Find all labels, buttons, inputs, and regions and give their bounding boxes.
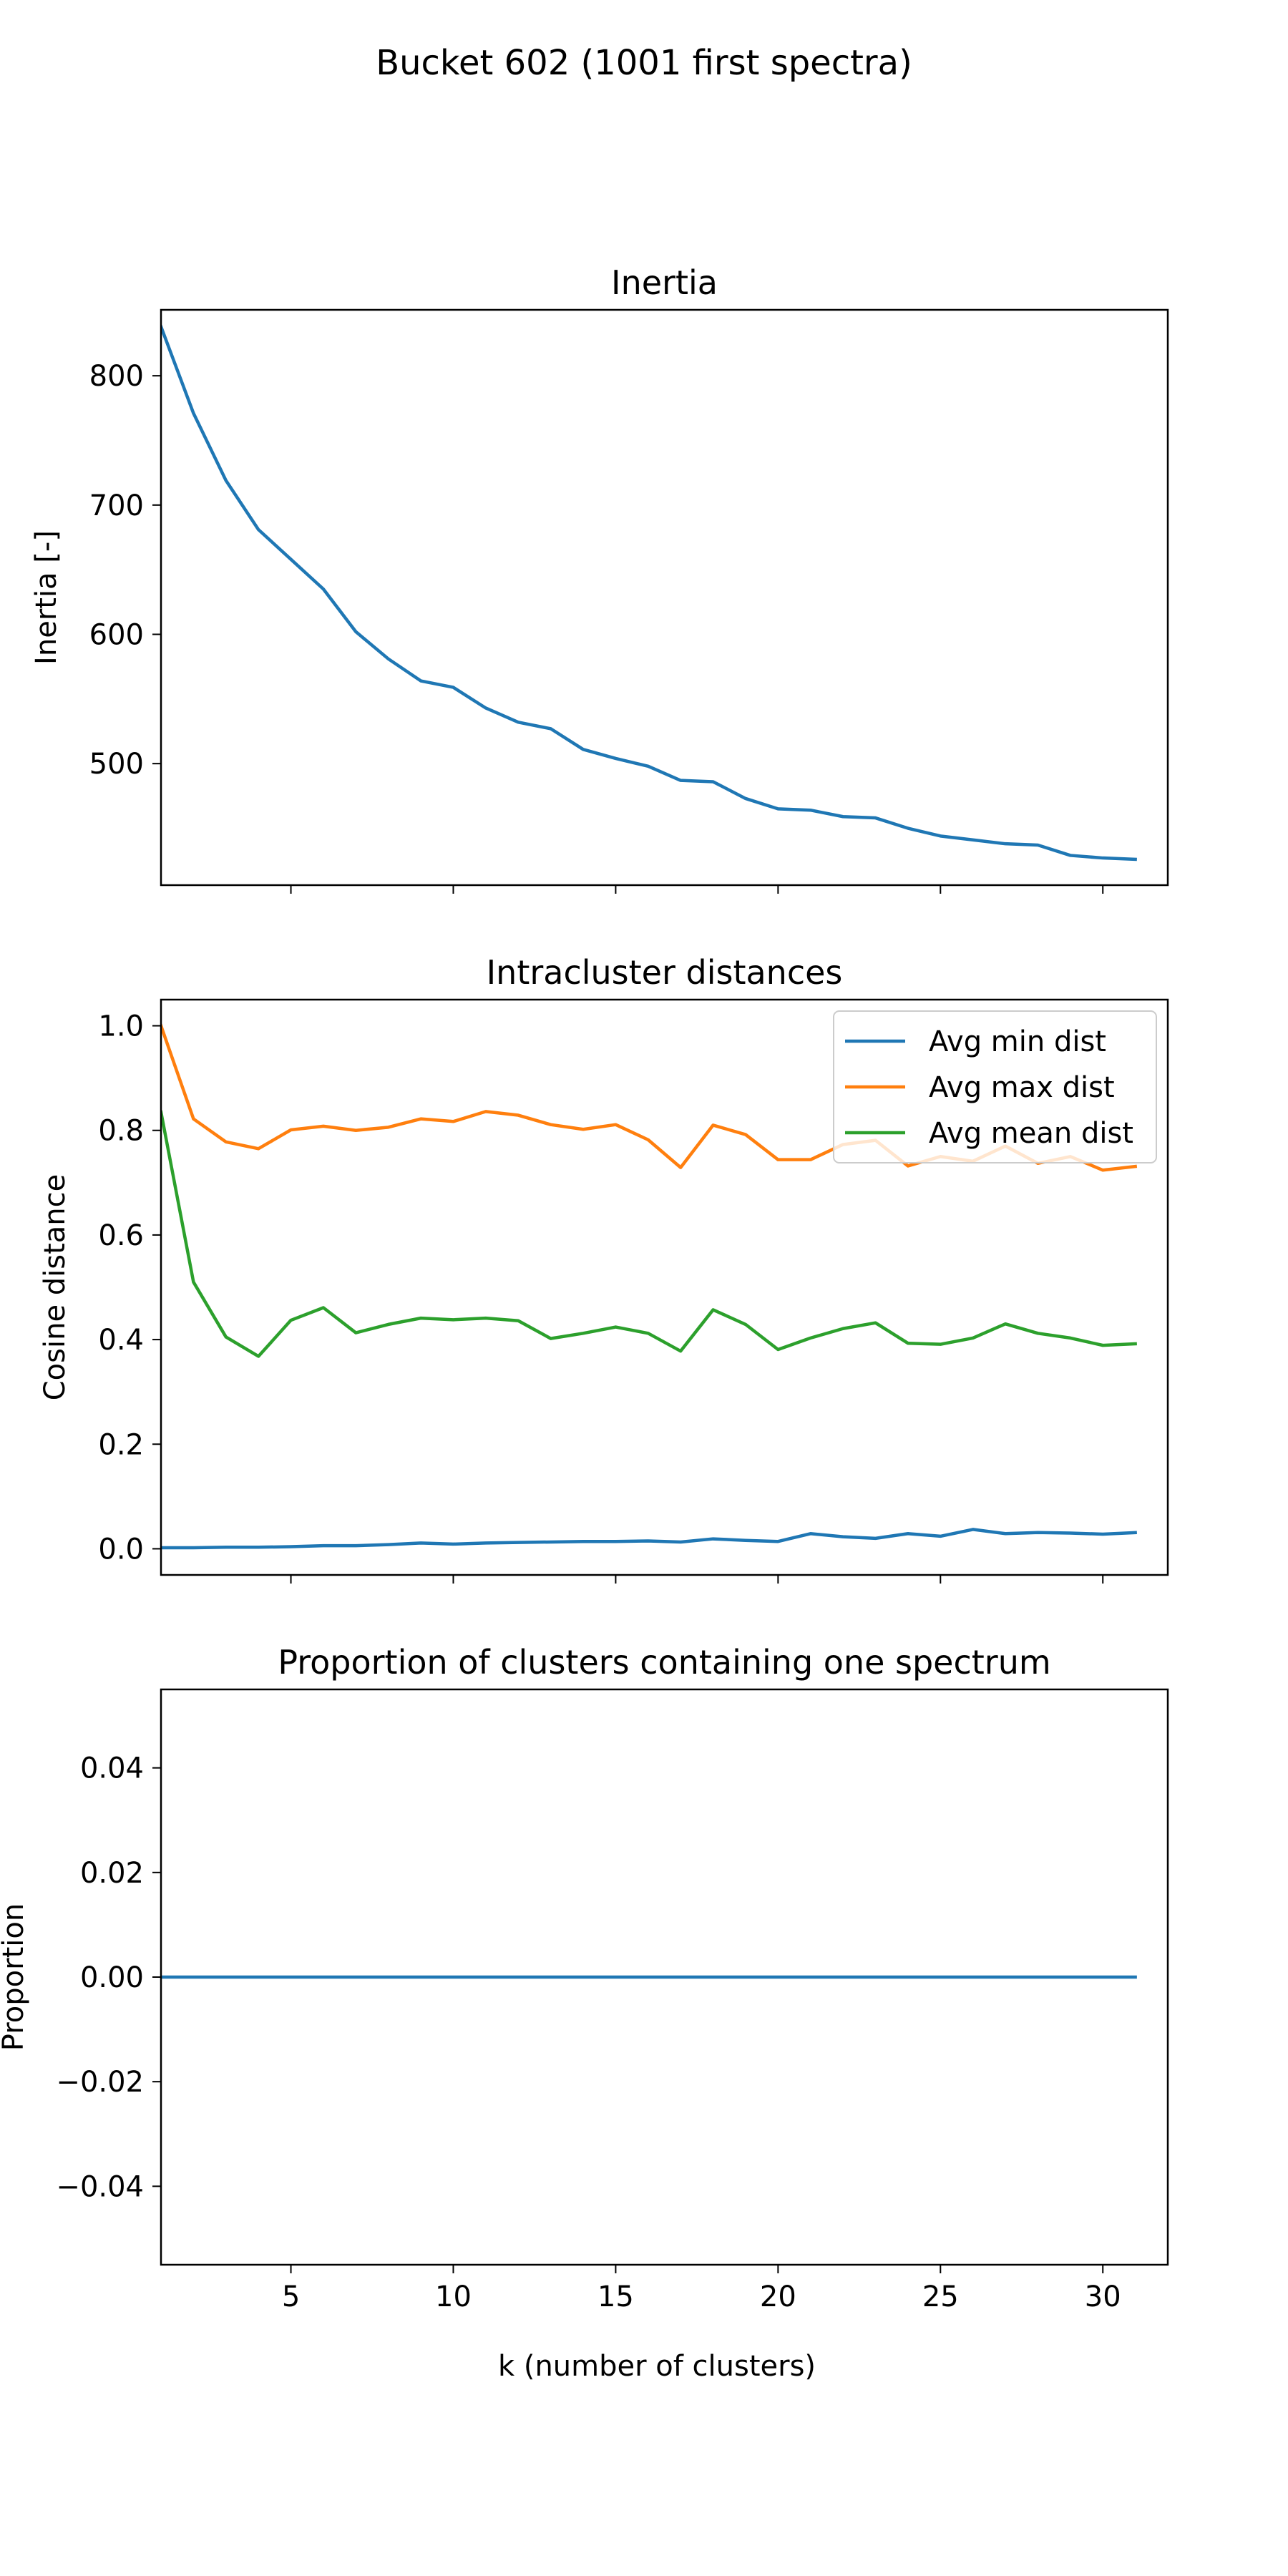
singleton-proportion-y-tick-label: −0.02	[56, 2066, 144, 2099]
intracluster-distances-line-avg-mean-dist	[161, 1110, 1137, 1358]
singleton-proportion-y-tick-label: 0.04	[80, 1752, 144, 1785]
inertia-y-tick-label: 600	[89, 618, 144, 651]
legend-label-avg-min-dist: Avg min dist	[929, 1025, 1106, 1058]
singleton-proportion-y-tick-label: 0.00	[80, 1961, 144, 1994]
inertia-title: Inertia	[611, 263, 718, 302]
intracluster-distances-y-tick-label: 0.8	[98, 1115, 144, 1148]
intracluster-distances-panel: Intracluster distances Cosine distance 0.0…	[39, 953, 1169, 1584]
inertia-axes-frame	[160, 308, 1169, 887]
legend-frame	[833, 1010, 1157, 1163]
figure-title: Bucket 602 (1001 first spectra)	[376, 43, 912, 83]
singleton-proportion-title: Proportion of clusters containing one sp…	[278, 1643, 1050, 1682]
singleton-proportion-x-tick-label: 20	[760, 2280, 796, 2313]
legend-label-avg-mean-dist: Avg mean dist	[929, 1117, 1133, 1150]
inertia-y-tick-label: 800	[89, 360, 144, 393]
intracluster-distances-y-tick-label: 0.6	[98, 1219, 144, 1252]
intracluster-distances-y-tick-label: 0.0	[98, 1533, 144, 1566]
intracluster-distances-legend: Avg min dist Avg max dist Avg mean dist	[833, 1010, 1157, 1163]
x-axis-label: k (number of clusters)	[498, 2350, 816, 2383]
inertia-y-axis-label: Inertia [-]	[30, 530, 63, 665]
singleton-proportion-x-tick-label: 10	[435, 2280, 472, 2313]
inertia-line-series-0	[161, 324, 1137, 862]
singleton-proportion-panel: Proportion of clusters containing one sp…	[0, 1643, 1169, 2313]
singleton-proportion-y-tick-label: 0.02	[80, 1857, 144, 1890]
inertia-panel: Inertia Inertia [-] 500 600 700 800	[30, 263, 1169, 894]
intracluster-distances-title: Intracluster distances	[487, 953, 843, 992]
singleton-proportion-x-tick-label: 5	[282, 2280, 300, 2313]
singleton-proportion-x-tick-label: 30	[1085, 2280, 1121, 2313]
intracluster-distances-y-axis-label: Cosine distance	[39, 1174, 72, 1401]
singleton-proportion-y-axis-label: Proportion	[0, 1903, 30, 2051]
intracluster-distances-axes-frame	[160, 998, 1169, 1576]
inertia-y-tick-label: 700	[89, 489, 144, 522]
intracluster-distances-y-tick-label: 0.2	[98, 1428, 144, 1461]
intracluster-distances-y-tick-label: 0.4	[98, 1324, 144, 1357]
singleton-proportion-x-tick-label: 25	[922, 2280, 959, 2313]
inertia-y-tick-label: 500	[89, 748, 144, 781]
intracluster-distances-y-tick-label: 1.0	[98, 1010, 144, 1043]
singleton-proportion-y-tick-label: −0.04	[56, 2170, 144, 2203]
intracluster-distances-line-avg-min-dist	[161, 1528, 1137, 1550]
legend-label-avg-max-dist: Avg max dist	[929, 1071, 1115, 1104]
singleton-proportion-x-tick-label: 15	[597, 2280, 634, 2313]
